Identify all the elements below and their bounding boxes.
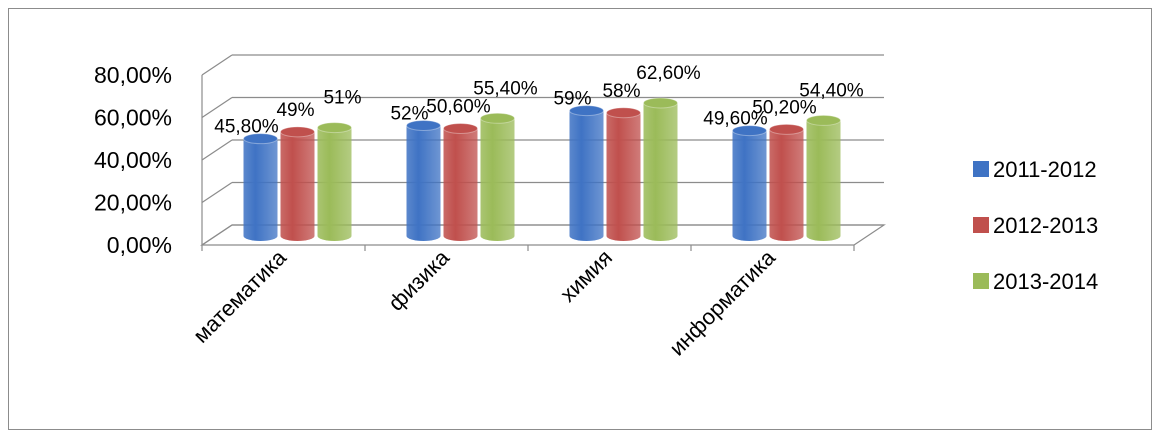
bar-cap (569, 105, 604, 117)
data-label: 50,60% (426, 96, 491, 117)
bar-body (606, 112, 641, 241)
bar-cap (406, 120, 441, 131)
data-label: 51% (323, 88, 361, 109)
gridline-depth (201, 224, 233, 246)
data-label: 52% (390, 104, 428, 125)
data-label: 59% (553, 89, 591, 110)
bar-body (243, 138, 278, 241)
data-label: 55,40% (473, 78, 538, 99)
bar-cap (280, 126, 315, 138)
data-label: 45,80% (214, 117, 279, 138)
bar-body (317, 127, 352, 241)
bar-cap (806, 114, 841, 126)
y-tick-label: 80,00% (94, 62, 172, 88)
legend-label: 2013-2014 (993, 269, 1098, 294)
bar-body (406, 125, 441, 241)
bar-2011-2012-информатика (732, 125, 767, 241)
bar-2013-2014-информатика (806, 114, 841, 241)
gridline-depth (201, 182, 233, 203)
legend-swatch (973, 161, 989, 177)
legend-label: 2011-2012 (993, 157, 1097, 182)
bar-2012-2013-информатика (769, 123, 804, 241)
bar-body (769, 129, 804, 241)
bar-2012-2013-физика (443, 122, 478, 241)
bar-body (443, 128, 478, 241)
x-category-label: информатика (664, 244, 780, 360)
bar-cap (643, 97, 678, 109)
y-tick-label: 60,00% (94, 105, 172, 131)
bar-2013-2014-физика (480, 112, 515, 241)
data-label: 54,40% (799, 80, 864, 101)
bar-body (732, 130, 767, 241)
x-category-label: химия (555, 245, 617, 307)
bar-2012-2013-математика (280, 126, 315, 241)
bar-2012-2013-химия (606, 107, 641, 241)
data-label: 49,60% (703, 109, 768, 130)
x-category-label: физика (383, 244, 454, 315)
data-label: 49% (276, 100, 314, 121)
bar-body (480, 118, 515, 241)
bar-2013-2014-математика (317, 122, 352, 241)
bar-body (280, 131, 315, 241)
bar-body (806, 120, 841, 241)
data-label: 58% (602, 81, 640, 102)
x-axis-category-labels: математика физика химия информатика (188, 244, 780, 360)
legend-swatch (973, 273, 989, 289)
bar-2011-2012-химия (569, 105, 604, 241)
bar-2011-2012-физика (406, 120, 441, 241)
bar-cap (732, 125, 767, 137)
legend: 2011-2012 2012-2013 2013-2014 (973, 157, 1098, 294)
data-labels: 45,80%49% 51% 52%50,60%55,40% 59% 58%62,60% 4… (214, 63, 864, 138)
bar-2013-2014-химия (643, 97, 678, 241)
data-label: 50,20% (752, 97, 817, 118)
bar-cap (606, 107, 641, 119)
y-tick-label: 40,00% (94, 147, 172, 173)
chart-frame: 0,00% 20,00% 40,00% 60,00% 80,00% математика… (8, 8, 1152, 430)
gridline-depth (201, 54, 233, 76)
x-category-label: математика (188, 244, 291, 347)
gridline-depth (201, 139, 233, 161)
bar-body (643, 102, 678, 241)
bar-cap (769, 123, 804, 135)
bar-2011-2012-математика (243, 133, 278, 241)
y-tick-label: 20,00% (94, 190, 172, 216)
legend-swatch (973, 217, 989, 233)
bar-cap (243, 133, 278, 145)
bar-cap (443, 122, 478, 134)
gridline-depth (201, 97, 233, 118)
chart-svg: 0,00% 20,00% 40,00% 60,00% 80,00% математика… (94, 54, 1098, 361)
bar-cap (317, 122, 352, 134)
y-axis-tick-labels: 0,00% 20,00% 40,00% 60,00% 80,00% (94, 62, 172, 258)
data-label: 62,60% (636, 63, 701, 84)
chart-bars (243, 97, 841, 241)
y-tick-label: 0,00% (107, 232, 172, 258)
bar-cap (480, 112, 515, 124)
legend-label: 2012-2013 (993, 213, 1098, 238)
bar-body (569, 110, 604, 241)
